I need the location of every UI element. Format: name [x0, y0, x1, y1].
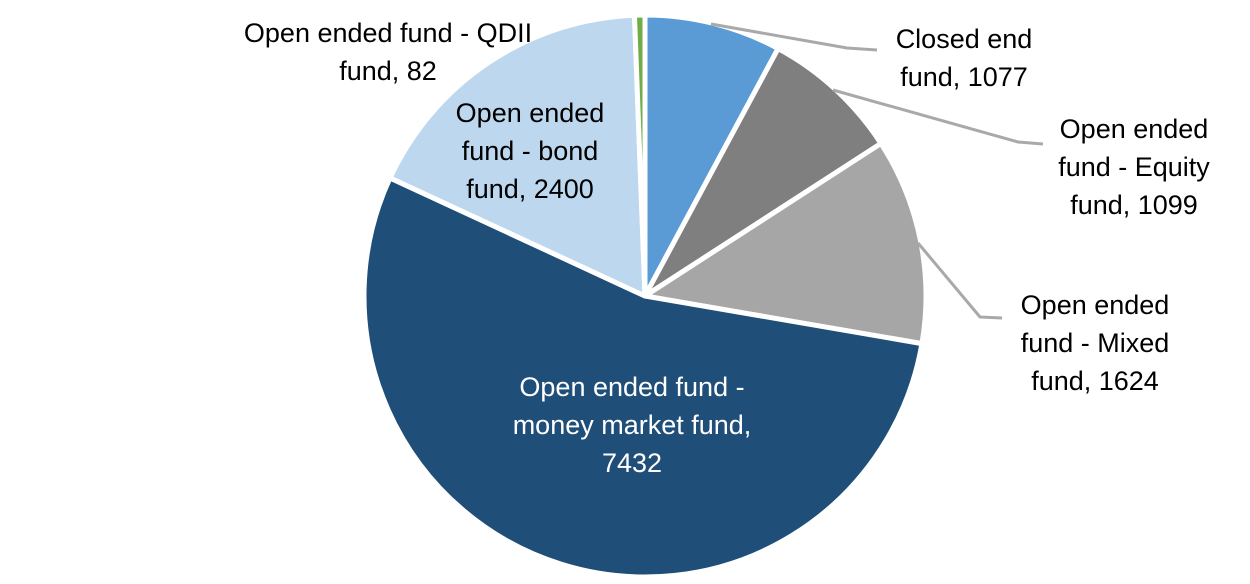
- label-line: Closed end: [895, 24, 1033, 54]
- label-line: Open ended fund -: [519, 372, 745, 402]
- label-mixed-fund: Open ended fund - Mixed fund, 1624: [1001, 286, 1189, 400]
- label-line: Open ended: [1059, 114, 1209, 144]
- label-bond-fund: Open ended fund - bond fund, 2400: [438, 94, 622, 208]
- label-line: fund, 1624: [1031, 366, 1159, 396]
- label-line: Open ended fund - QDII: [243, 18, 533, 48]
- label-line: Open ended: [455, 98, 605, 128]
- label-equity-fund: Open ended fund - Equity fund, 1099: [1043, 110, 1225, 224]
- label-line: fund, 1099: [1070, 190, 1198, 220]
- pie-slice-3: [361, 175, 925, 580]
- label-qdii-fund: Open ended fund - QDII fund, 82: [213, 14, 563, 90]
- leader-closed-end: [710, 22, 878, 52]
- leader-equity: [832, 88, 1044, 146]
- label-line: money market fund,: [512, 410, 752, 440]
- pie-slice-4: [387, 12, 648, 299]
- pie-slice-5: [631, 12, 648, 299]
- label-line: fund - bond: [461, 136, 599, 166]
- label-line: fund, 1077: [900, 62, 1028, 92]
- leader-mixed: [916, 242, 1003, 320]
- label-closed-end-fund: Closed end fund, 1077: [870, 20, 1058, 96]
- label-line: Open ended: [1020, 290, 1170, 320]
- pie-slice-2: [642, 140, 929, 347]
- label-line: fund, 2400: [466, 174, 594, 204]
- label-line: 7432: [601, 448, 663, 478]
- label-line: fund - Mixed: [1020, 328, 1170, 358]
- label-line: fund, 82: [339, 56, 437, 86]
- label-money-market-fund: Open ended fund - money market fund, 743…: [460, 368, 804, 482]
- label-line: fund - Equity: [1058, 152, 1210, 182]
